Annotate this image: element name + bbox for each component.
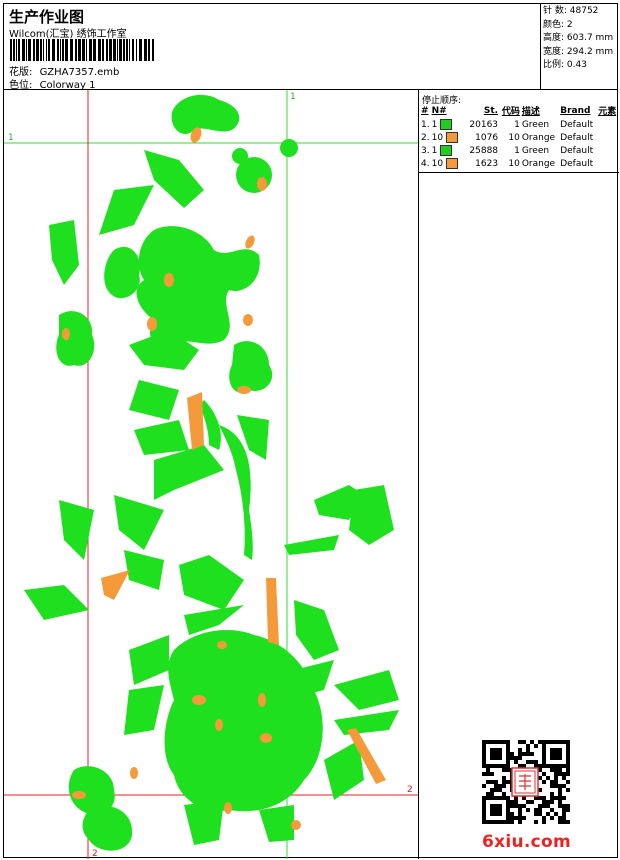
- row-stitches: 20163: [469, 119, 499, 130]
- stat-height: 高度: 603.7 mm: [543, 33, 614, 43]
- colorway-label: 色位:: [9, 80, 33, 91]
- barcode-icon: [10, 39, 154, 61]
- col-element: 元素: [598, 107, 617, 117]
- table-header-row: # N# St. 代码 描述 Brand 元素: [420, 103, 619, 118]
- company-name: Wilcom(汇宝) 绣饰工作室: [9, 29, 127, 40]
- color-swatch: [446, 132, 459, 143]
- table-row: 4. 10 1623 10 Orange Default: [420, 157, 619, 170]
- row-code: 1: [514, 119, 520, 130]
- col-stitches: St.: [483, 105, 499, 116]
- design-file-value: GZHA7357.emb: [39, 67, 120, 78]
- stop-sequence-title: 停止顺序:: [422, 96, 462, 106]
- row-index: 4.: [421, 158, 430, 169]
- row-stitches: 1076: [475, 132, 499, 143]
- stop-sequence-panel: [419, 90, 619, 173]
- row-element: [597, 118, 619, 131]
- sheet-header: 生产作业图 Wilcom(汇宝) 绣饰工作室 花版: GZHA7357.emb …: [4, 4, 619, 91]
- table-row: 2. 10 1076 10 Orange Default: [420, 131, 619, 144]
- row-description: Orange: [521, 158, 556, 169]
- green-motif-shapes: [24, 94, 399, 851]
- row-stitches: 1623: [475, 158, 499, 169]
- col-index: #: [421, 105, 429, 116]
- color-swatch: [440, 119, 453, 130]
- row-element: [597, 131, 619, 144]
- design-file-label: 花版:: [9, 67, 33, 78]
- col-needle: N#: [431, 105, 447, 116]
- watermark-brand: 6xiu.com: [482, 832, 572, 852]
- row-code: 10: [508, 132, 520, 143]
- stat-scale: 比例: 0.43: [543, 60, 587, 70]
- row-element: [597, 157, 619, 170]
- table-row: 1. 1 20163 1 Green Default: [420, 118, 619, 131]
- stat-width: 宽度: 294.2 mm: [543, 46, 614, 57]
- row-description: Green: [521, 119, 550, 130]
- qr-code-icon: [482, 740, 570, 824]
- row-brand: Default: [560, 119, 594, 130]
- red-guide-label-bottom: 2: [92, 849, 98, 859]
- row-needle: 10: [431, 157, 459, 170]
- row-index: 2.: [421, 132, 430, 143]
- row-code: 1: [514, 145, 520, 156]
- table-row: 3. 1 25888 1 Green Default: [420, 144, 619, 157]
- row-index: 3.: [421, 145, 430, 156]
- stats-panel: 针 数: 48752 颜色: 2 高度: 603.7 mm 宽度: 294.2 …: [540, 4, 619, 90]
- embroidery-artwork: 1 1 2 2: [4, 90, 418, 859]
- colorway-value: Colorway 1: [39, 80, 96, 91]
- row-needle: 10: [431, 131, 459, 144]
- col-brand: Brand: [560, 105, 591, 116]
- orange-motif-shapes: [62, 127, 386, 830]
- color-swatch: [440, 145, 453, 156]
- color-swatch: [446, 158, 459, 169]
- row-brand: Default: [560, 132, 594, 143]
- production-sheet: 生产作业图 Wilcom(汇宝) 绣饰工作室 花版: GZHA7357.emb …: [3, 3, 619, 859]
- row-stitches: 25888: [469, 145, 499, 156]
- embroidery-design-preview: 1 1 2 2: [4, 90, 419, 859]
- row-brand: Default: [560, 158, 594, 169]
- row-brand: Default: [560, 145, 594, 156]
- row-code: 10: [508, 158, 520, 169]
- col-code: 代码: [501, 107, 520, 117]
- page-title: 生产作业图: [9, 8, 85, 26]
- row-description: Orange: [521, 132, 556, 143]
- row-index: 1.: [421, 119, 430, 130]
- col-description: 描述: [521, 107, 540, 117]
- row-needle: 1: [431, 144, 459, 157]
- stat-stitch-count: 针 数: 48752: [543, 6, 599, 16]
- stat-colors: 颜色: 2: [543, 19, 573, 30]
- green-guide-label-top: 1: [290, 92, 296, 102]
- red-guide-label-right: 2: [407, 785, 413, 795]
- stop-sequence-table: # N# St. 代码 描述 Brand 元素 1. 1 20163 1 Green De…: [420, 103, 619, 170]
- green-guide-label-left: 1: [8, 133, 14, 143]
- row-description: Green: [521, 145, 550, 156]
- colorway-row: 色位: Colorway 1: [9, 76, 95, 91]
- row-element: [597, 144, 619, 157]
- design-file-row: 花版: GZHA7357.emb: [9, 63, 119, 78]
- row-needle: 1: [431, 118, 459, 131]
